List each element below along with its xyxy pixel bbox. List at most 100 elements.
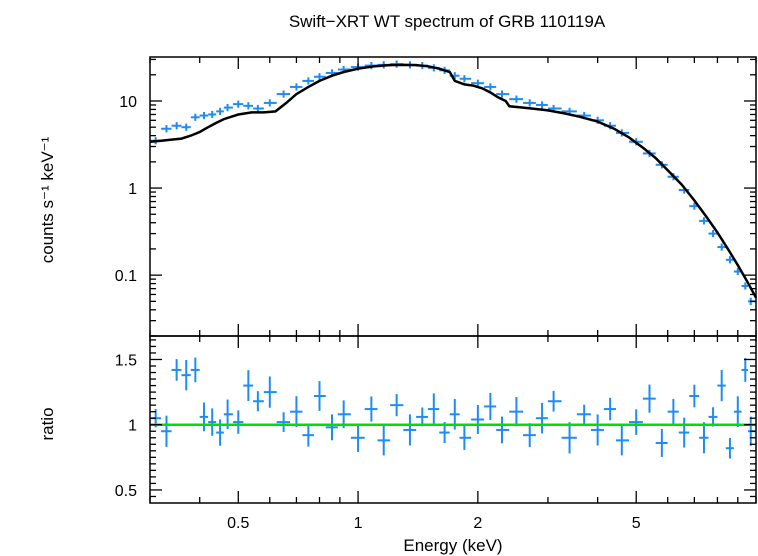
spectrum-data-point (243, 102, 254, 110)
ratio-data-point (276, 412, 291, 432)
x-tick-label: 1 (354, 515, 363, 532)
spectrum-data-point (302, 77, 314, 85)
spectrum-data-points (150, 60, 755, 305)
ratio-data-point (576, 404, 591, 424)
spectrum-data-point (699, 217, 709, 225)
spectrum-data-point (290, 83, 303, 91)
spectrum-data-point (459, 75, 472, 83)
ratio-data-point (603, 397, 616, 421)
spectrum-x-ticks (149, 57, 757, 336)
ratio-data-point (377, 425, 391, 456)
ratio-data-point (590, 414, 604, 446)
ratio-data-point (171, 359, 182, 381)
ratio-data-point (232, 410, 244, 434)
spectrum-data-point (199, 111, 209, 120)
ratio-data-point (416, 407, 429, 427)
ratio-data-point (390, 394, 404, 417)
spectrum-y-axis-label: counts s⁻¹ keV⁻¹ (38, 136, 57, 263)
spectrum-data-point (741, 282, 749, 290)
spectrum-data-point (725, 256, 734, 264)
spectrum-y-ticks: 10 1 0.1 (115, 58, 756, 337)
spectrum-data-point (708, 229, 718, 238)
spectrum-data-point (208, 110, 217, 119)
spectrum-data-point (253, 104, 264, 113)
ratio-data-point (509, 397, 524, 427)
ratio-data-point (263, 376, 277, 408)
spectrum-data-point (161, 125, 172, 133)
ratio-data-point (199, 402, 209, 432)
spectrum-plot-frame (149, 56, 757, 337)
ratio-data-point (725, 437, 734, 459)
ratio-data-point (208, 408, 217, 436)
chart-title: Swift−XRT WT spectrum of GRB 110119A (289, 12, 606, 31)
ratio-data-point (325, 414, 338, 441)
ratio-data-point (655, 428, 668, 457)
spectrum-data-point (471, 79, 485, 87)
spectrum-data-point (523, 99, 536, 107)
ratio-data-point (615, 425, 630, 456)
ratio-y-axis-label: ratio (38, 407, 57, 440)
spectrum-model-line (149, 63, 758, 299)
ratio-y-ticks: 1.5 1 0.5 (115, 339, 756, 500)
y-tick-label: 0.5 (115, 483, 137, 500)
spectrum-data-point (509, 95, 524, 103)
y-tick-label: 1 (128, 418, 137, 435)
spectrum-data-point (223, 103, 233, 112)
spectrum-data-point (313, 73, 326, 81)
ratio-data-points (150, 357, 755, 459)
ratio-data-point (699, 422, 709, 454)
ratio-data-point (642, 384, 656, 413)
spectrum-data-point (276, 90, 291, 98)
spectrum-data-point (535, 101, 548, 109)
ratio-data-point (302, 423, 314, 447)
x-tick-label: 0.5 (227, 515, 249, 532)
y-tick-label: 1.5 (115, 352, 137, 369)
ratio-data-point (161, 415, 172, 447)
ratio-data-point (459, 425, 472, 450)
ratio-data-point (243, 370, 254, 401)
spectrum-data-point (171, 122, 182, 130)
ratio-data-point (667, 398, 679, 425)
ratio-data-point (708, 407, 718, 427)
spectrum-data-point (484, 83, 497, 91)
spectrum-data-point (717, 243, 726, 251)
ratio-data-point (350, 423, 365, 452)
y-tick-label: 0.1 (115, 268, 137, 285)
ratio-data-point (313, 381, 326, 411)
ratio-data-point (484, 392, 497, 420)
ratio-plot-frame (149, 335, 757, 504)
y-tick-label: 1 (128, 181, 137, 198)
ratio-data-point (428, 393, 440, 425)
ratio-data-point (535, 402, 548, 434)
spectrum-data-point (190, 113, 200, 121)
ratio-data-point (547, 390, 562, 412)
ratio-data-point (523, 423, 536, 448)
x-tick-label: 2 (473, 515, 482, 532)
ratio-data-point (290, 396, 303, 428)
ratio-data-point (678, 417, 690, 448)
x-tick-label: 5 (632, 515, 641, 532)
ratio-data-point (403, 414, 417, 446)
ratio-data-point (471, 405, 485, 434)
spectrum-panel: 10 1 0.1 counts s⁻¹ keV⁻¹ (38, 56, 758, 337)
ratio-data-point (733, 396, 742, 428)
ratio-data-point (190, 357, 200, 383)
spectrum-data-point (232, 100, 244, 108)
ratio-data-point (216, 419, 224, 446)
spectrum-data-point (496, 90, 510, 98)
spectrum-data-point (216, 107, 224, 115)
ratio-data-point (253, 391, 264, 412)
ratio-data-point (496, 416, 510, 444)
x-axis-label: Energy (keV) (403, 536, 502, 555)
ratio-x-ticks: 0.5 1 2 5 (149, 336, 757, 532)
ratio-data-point (689, 384, 700, 408)
ratio-data-point (717, 369, 726, 402)
ratio-data-point (629, 409, 643, 435)
y-tick-label: 10 (119, 94, 137, 111)
ratio-data-point (561, 422, 577, 454)
ratio-data-point (364, 396, 378, 422)
ratio-data-point (741, 358, 749, 382)
spectrum-data-point (263, 99, 277, 107)
spectrum-data-point (181, 123, 191, 131)
